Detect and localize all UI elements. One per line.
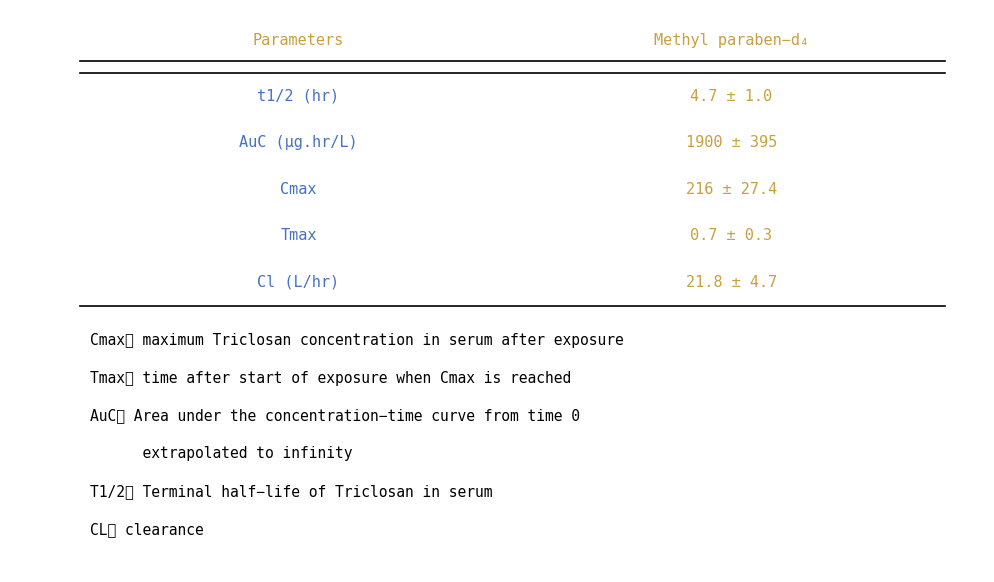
Text: AuC (μg.hr/L): AuC (μg.hr/L) xyxy=(239,135,358,150)
Text: Parameters: Parameters xyxy=(252,33,344,48)
Text: extrapolated to infinity: extrapolated to infinity xyxy=(89,446,352,462)
Text: Methyl paraben−d₄: Methyl paraben−d₄ xyxy=(653,33,808,48)
Text: 0.7 ± 0.3: 0.7 ± 0.3 xyxy=(690,228,771,243)
Text: 216 ± 27.4: 216 ± 27.4 xyxy=(685,182,776,197)
Text: T1/2： Terminal half−life of Triclosan in serum: T1/2： Terminal half−life of Triclosan in… xyxy=(89,484,492,499)
Text: AuC： Area under the concentration−time curve from time 0: AuC： Area under the concentration−time c… xyxy=(89,409,579,424)
Text: t1/2 (hr): t1/2 (hr) xyxy=(257,88,339,104)
Text: Cmax： maximum Triclosan concentration in serum after exposure: Cmax： maximum Triclosan concentration in… xyxy=(89,333,622,348)
Text: Cl (L/hr): Cl (L/hr) xyxy=(257,275,339,290)
Text: 21.8 ± 4.7: 21.8 ± 4.7 xyxy=(685,275,776,290)
Text: Tmax: Tmax xyxy=(280,228,316,243)
Text: 4.7 ± 1.0: 4.7 ± 1.0 xyxy=(690,88,771,104)
Text: Cmax: Cmax xyxy=(280,182,316,197)
Text: CL： clearance: CL： clearance xyxy=(89,522,203,537)
Text: 1900 ± 395: 1900 ± 395 xyxy=(685,135,776,150)
Text: Tmax： time after start of exposure when Cmax is reached: Tmax： time after start of exposure when … xyxy=(89,371,571,386)
